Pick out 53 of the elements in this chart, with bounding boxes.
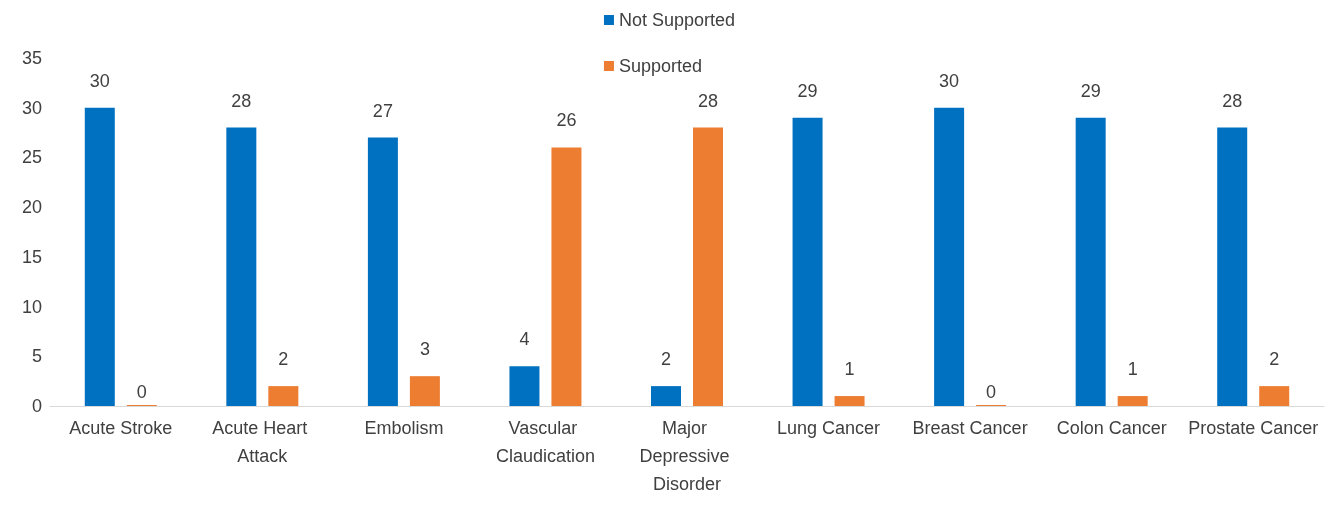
data-label: 29 xyxy=(797,80,818,101)
data-label: 26 xyxy=(556,110,577,131)
legend-label: Supported xyxy=(618,56,703,76)
bar xyxy=(834,396,865,406)
bar xyxy=(1259,386,1290,406)
x-tick-label: Vascular Claudication xyxy=(495,418,595,466)
y-tick-label: 20 xyxy=(21,197,42,218)
y-tick-label: 25 xyxy=(21,147,42,168)
data-label: 30 xyxy=(89,70,110,91)
data-label: 29 xyxy=(1080,80,1101,101)
bar xyxy=(1217,127,1248,406)
data-label: 28 xyxy=(231,90,252,111)
data-label: 27 xyxy=(372,100,393,121)
data-label: 1 xyxy=(1127,359,1138,380)
data-label: 2 xyxy=(1269,349,1280,370)
y-tick-label: 0 xyxy=(31,396,42,416)
bar xyxy=(934,107,965,406)
x-tick-label: Acute Heart Attack xyxy=(212,418,313,466)
y-tick-label: 10 xyxy=(21,296,42,317)
y-tick-label: 5 xyxy=(31,346,42,367)
bar xyxy=(551,147,582,406)
bar xyxy=(1117,396,1148,406)
data-label: 30 xyxy=(939,70,960,91)
x-tick-label: Breast Cancer xyxy=(912,418,1028,438)
bar xyxy=(693,127,723,406)
data-label: 2 xyxy=(660,349,672,370)
bar xyxy=(367,137,398,406)
y-tick-label: 35 xyxy=(21,48,42,68)
x-tick-label: Major Depressive Disorder xyxy=(639,418,735,494)
data-label: 3 xyxy=(419,339,430,360)
data-label: 0 xyxy=(986,382,997,402)
x-tick-label: Prostate Cancer xyxy=(1188,418,1319,438)
data-label: 28 xyxy=(697,90,719,111)
bar xyxy=(226,127,257,406)
y-tick-label: 15 xyxy=(21,246,42,267)
bar xyxy=(792,117,823,406)
data-label: 0 xyxy=(136,382,147,402)
legend-label: Not Supported xyxy=(618,10,736,30)
bar xyxy=(1075,117,1106,406)
y-tick-label: 30 xyxy=(21,97,42,118)
bar xyxy=(651,386,681,406)
x-tick-label: Colon Cancer xyxy=(1056,418,1167,438)
data-label: 1 xyxy=(844,359,855,380)
data-label: 2 xyxy=(278,349,289,370)
bar xyxy=(84,107,115,406)
data-label: 4 xyxy=(519,329,530,350)
x-tick-label: Lung Cancer xyxy=(777,418,881,438)
bar xyxy=(268,386,299,406)
x-tick-label: Acute Stroke xyxy=(69,418,173,438)
x-tick-label: Embolism xyxy=(364,418,444,438)
bar xyxy=(409,376,440,406)
data-label: 28 xyxy=(1222,90,1243,111)
bar xyxy=(509,366,540,406)
